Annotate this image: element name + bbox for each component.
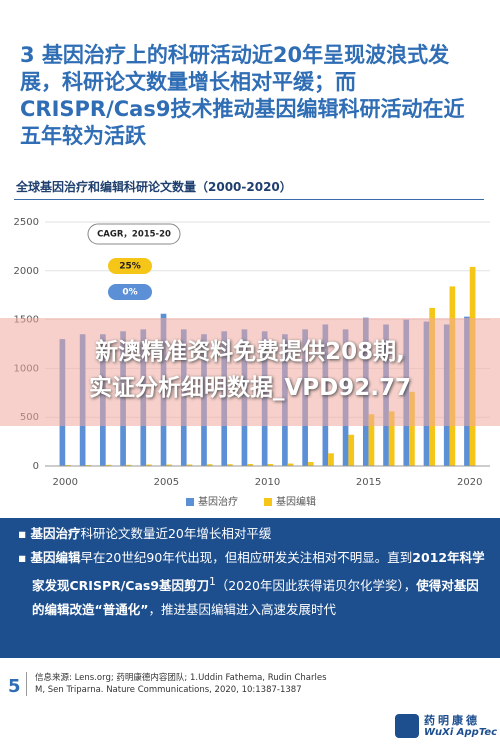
banner-line: 实证分析细明数据_VPD92.77 (89, 375, 411, 401)
x-tick-label: 2020 (457, 477, 482, 488)
annotation-pill (108, 284, 152, 300)
bar (186, 464, 193, 466)
legend-swatch (264, 498, 272, 506)
bar (247, 464, 253, 466)
bar (409, 391, 415, 466)
banner-line: 新澳精准资料免费提供208期, (95, 339, 405, 365)
page-number: 5 (8, 676, 21, 697)
bar (328, 453, 334, 466)
bullet: ▪ 基因治疗科研论文数量近20年增长相对平缓 (18, 526, 272, 541)
bar (206, 464, 213, 466)
bar (105, 464, 112, 466)
bar (125, 464, 132, 466)
x-tick-label: 2000 (53, 477, 78, 488)
annotation: CAGR，2015-20 (97, 230, 171, 240)
x-tick-label: 2015 (356, 477, 381, 488)
bullet-text: 早在20世纪90年代出现，但相应研发关注相对不明显。直到 (80, 550, 413, 565)
y-tick-label: 0 (33, 461, 39, 472)
legend-label: 基因治疗 (198, 495, 238, 508)
logo-icon (395, 714, 419, 738)
logo-en: WuXi AppTec (424, 727, 498, 738)
logo-cn: 药明康德 (424, 714, 480, 727)
bullet-bold: 基因编辑 (30, 550, 81, 565)
bar (227, 464, 233, 466)
x-tick-label: 2005 (154, 477, 179, 488)
bullet-bold: 2012年科学家发现CRISPR/Cas9基因剪刀 (32, 550, 485, 594)
bar (267, 464, 274, 466)
annotation-pill (108, 258, 152, 274)
y-tick-label: 2500 (14, 217, 39, 228)
bullet-text: ，推进基因编辑进入高速发展时代 (148, 602, 336, 618)
y-tick-label: 2000 (14, 266, 39, 277)
bar (368, 414, 375, 466)
bar (166, 464, 173, 466)
slide-title: 3 基因治疗上的科研活动近20年呈现波浪式发展，科研论文数量增长相对平缓；而CR… (20, 43, 465, 148)
bullet-bold: 基因治疗 (30, 526, 81, 541)
bar (348, 434, 355, 466)
chart-title: 全球基因治疗和编辑科研论文数量（2000-2020） (16, 180, 292, 194)
bullet: ▪ 基因编辑早在20世纪90年代出现，但相应研发关注相对不明显。直到2012年科… (18, 550, 485, 618)
annotation: 0% (122, 288, 137, 298)
x-tick-label: 2010 (255, 477, 280, 488)
annotation: 25% (119, 262, 141, 272)
overlay-banner: 新澳精准资料免费提供208期, 实证分析细明数据_VPD92.77 (0, 318, 500, 426)
legend-label: 基因编辑 (276, 495, 316, 508)
bar (287, 463, 294, 466)
bullet-text: 科研论文数量近20年增长相对平缓 (80, 526, 272, 541)
bar (307, 462, 314, 466)
bullet-panel: ▪ 基因治疗科研论文数量近20年增长相对平缓 ▪ 基因编辑早在20世纪90年代出… (0, 518, 500, 658)
source: 信息来源: Lens.org; 药明康德内容团队; 1.Uddin Fathem… (26, 672, 335, 696)
bar (388, 411, 395, 466)
bar (146, 464, 152, 466)
bullet-text: （2020年因此获得诺贝尔化学奖）， (215, 578, 417, 594)
annotation-box (87, 223, 181, 245)
legend-swatch (186, 498, 194, 506)
bullet-bold: 使得对基因的编辑改造“普通化” (32, 578, 479, 618)
footnote-ref: 1 (209, 576, 216, 588)
divider (14, 199, 484, 200)
footer: 5 信息来源: Lens.org; 药明康德内容团队; 1.Uddin Fath… (0, 664, 500, 750)
